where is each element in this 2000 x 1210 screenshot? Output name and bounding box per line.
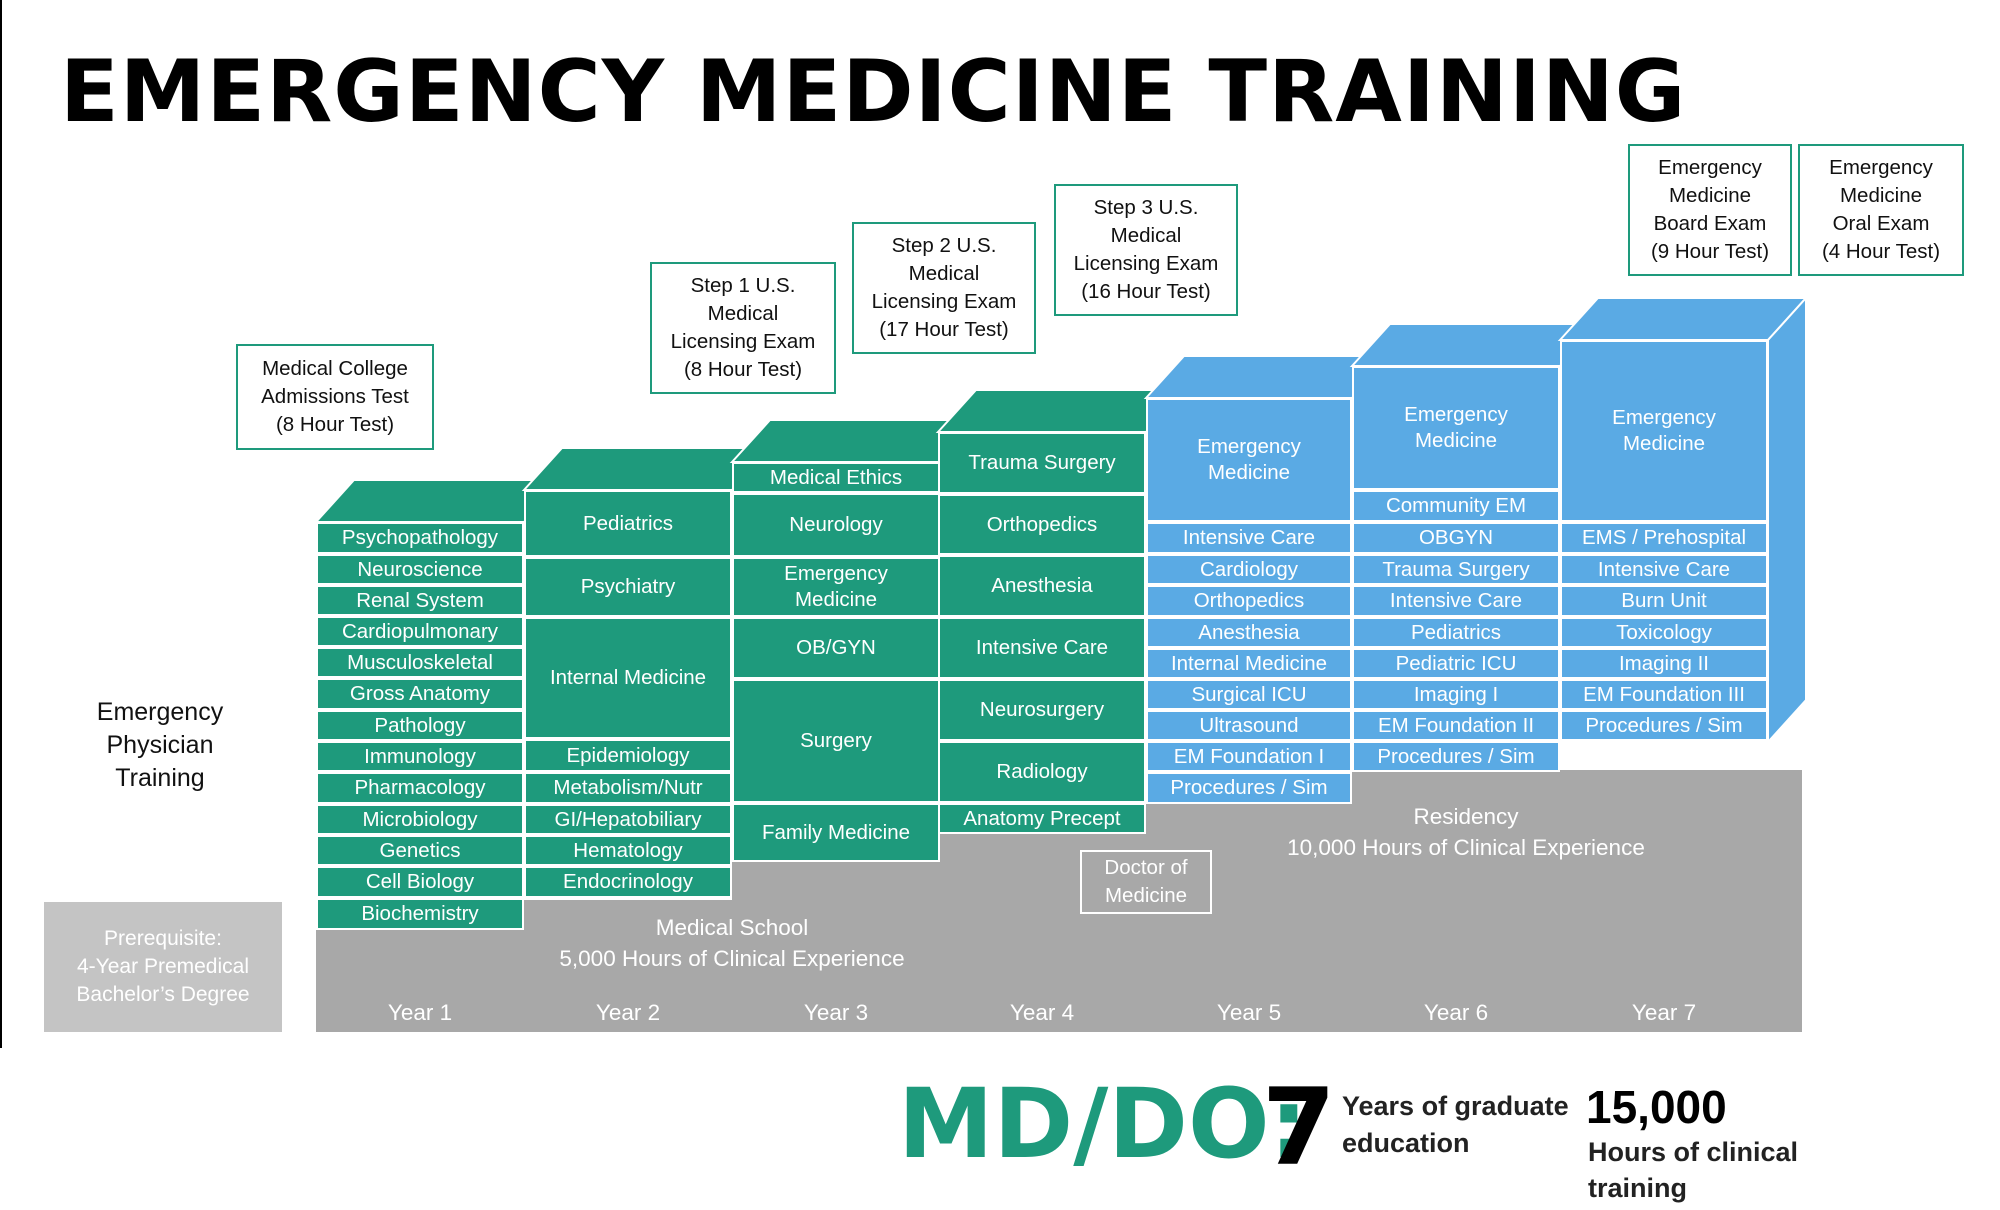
course-block: Community EM (1352, 490, 1560, 522)
base-medical-school (316, 930, 1146, 1032)
course-block: Cardiopulmonary (316, 616, 524, 647)
course-block: Hematology (524, 835, 732, 866)
course-block: Ultrasound (1146, 710, 1352, 741)
course-block: Pathology (316, 710, 524, 741)
course-block: Emergency Medicine (732, 557, 940, 617)
residency-side-face (1767, 295, 1807, 745)
course-block: Imaging II (1560, 648, 1768, 679)
course-block: Cell Biology (316, 866, 524, 898)
course-block: Imaging I (1352, 679, 1560, 710)
hours-text: Hours of clinical training (1588, 1137, 1799, 1203)
year-label: Year 6 (1423, 1000, 1489, 1025)
course-block: Internal Medicine (1146, 648, 1352, 679)
course-block: Procedures / Sim (1560, 710, 1768, 741)
exam-oral: Emergency Medicine Oral Exam (4 Hour Tes… (1798, 144, 1964, 276)
course-block: Metabolism/Nutr (524, 772, 732, 804)
course-block: Pharmacology (316, 772, 524, 804)
course-block: Pediatrics (524, 490, 732, 557)
course-block: Biochemistry (316, 898, 524, 930)
year-label: Year 3 (803, 1000, 869, 1025)
base-year-3-column (732, 862, 942, 942)
course-block: EMS / Prehospital (1560, 522, 1768, 554)
year-label: Year 2 (595, 1000, 661, 1025)
course-block: Intensive Care (938, 617, 1146, 679)
course-block: EM Foundation I (1146, 741, 1352, 772)
course-block: Anatomy Precept (938, 803, 1146, 834)
years-value: 7 (1262, 1066, 1336, 1189)
page-title: EMERGENCY MEDICINE TRAINING (60, 42, 1687, 142)
course-block: Trauma Surgery (938, 432, 1146, 494)
year-label: Year 4 (1009, 1000, 1075, 1025)
residency-label: Residency 10,000 Hours of Clinical Exper… (1287, 804, 1645, 860)
course-block: Intensive Care (1560, 554, 1768, 585)
course-block: Neurosurgery (938, 679, 1146, 741)
course-block: Pediatrics (1352, 617, 1560, 648)
course-block: Toxicology (1560, 617, 1768, 648)
course-block: Intensive Care (1146, 522, 1352, 554)
doctor-of-medicine-box: Doctor of Medicine (1080, 850, 1212, 914)
course-block: Family Medicine (732, 803, 940, 862)
degree-label: MD/DO: (898, 1068, 1308, 1180)
base-residency-year-5 (1144, 804, 1354, 1032)
hours-value: 15,000 (1586, 1081, 1727, 1133)
course-block: Intensive Care (1352, 585, 1560, 617)
course-block: Procedures / Sim (1352, 741, 1560, 772)
course-block: Immunology (316, 741, 524, 772)
course-block: Orthopedics (938, 494, 1146, 555)
exam-board: Emergency Medicine Board Exam (9 Hour Te… (1628, 144, 1792, 276)
course-block: Epidemiology (524, 739, 732, 772)
course-block: Psychiatry (524, 557, 732, 617)
course-block: Emergency Medicine (1352, 366, 1560, 490)
base-year-2-column (524, 900, 734, 940)
course-block: Procedures / Sim (1146, 772, 1352, 804)
exam-step-3: Step 3 U.S. Medical Licensing Exam (16 H… (1054, 184, 1238, 316)
course-block: OB/GYN (732, 617, 940, 679)
left-edge-line (0, 0, 2, 1048)
medical-school-label: Medical School 5,000 Hours of Clinical E… (559, 915, 905, 971)
course-block: Microbiology (316, 804, 524, 835)
exam-mcat: Medical College Admissions Test (8 Hour … (236, 344, 434, 450)
prerequisite-box: Prerequisite: 4-Year Premedical Bachelor… (44, 902, 282, 1032)
year-label: Year 1 (387, 1000, 453, 1025)
course-block: Musculoskeletal (316, 647, 524, 678)
course-block: Surgery (732, 679, 940, 803)
side-label: Emergency Physician Training (96, 698, 224, 792)
exam-step-2: Step 2 U.S. Medical Licensing Exam (17 H… (852, 222, 1036, 354)
course-block: OBGYN (1352, 522, 1560, 554)
course-block: Trauma Surgery (1352, 554, 1560, 585)
course-block: Endocrinology (524, 866, 732, 898)
course-block: Pediatric ICU (1352, 648, 1560, 679)
course-block: Anesthesia (1146, 617, 1352, 648)
course-block: Neuroscience (316, 554, 524, 585)
step-top-year-7 (1557, 297, 1809, 341)
course-block: Emergency Medicine (1560, 340, 1768, 522)
course-block: Orthopedics (1146, 585, 1352, 617)
course-block: GI/Hepatobiliary (524, 804, 732, 835)
years-text: Years of graduate education (1342, 1091, 1569, 1158)
course-block: EM Foundation II (1352, 710, 1560, 741)
course-block: Emergency Medicine (1146, 398, 1352, 522)
course-block: Surgical ICU (1146, 679, 1352, 710)
course-block: Psychopathology (316, 522, 524, 554)
course-block: Genetics (316, 835, 524, 866)
year-label: Year 5 (1216, 1000, 1282, 1025)
course-block: Medical Ethics (732, 462, 940, 493)
course-block: Internal Medicine (524, 617, 732, 739)
course-block: Anesthesia (938, 555, 1146, 617)
course-block: Cardiology (1146, 554, 1352, 585)
course-block: Renal System (316, 585, 524, 616)
course-block: Radiology (938, 741, 1146, 803)
course-block: Gross Anatomy (316, 678, 524, 710)
course-block: Burn Unit (1560, 585, 1768, 617)
course-block: Neurology (732, 493, 940, 557)
course-block: EM Foundation III (1560, 679, 1768, 710)
year-label: Year 7 (1631, 1000, 1697, 1025)
exam-step-1: Step 1 U.S. Medical Licensing Exam (8 Ho… (650, 262, 836, 394)
